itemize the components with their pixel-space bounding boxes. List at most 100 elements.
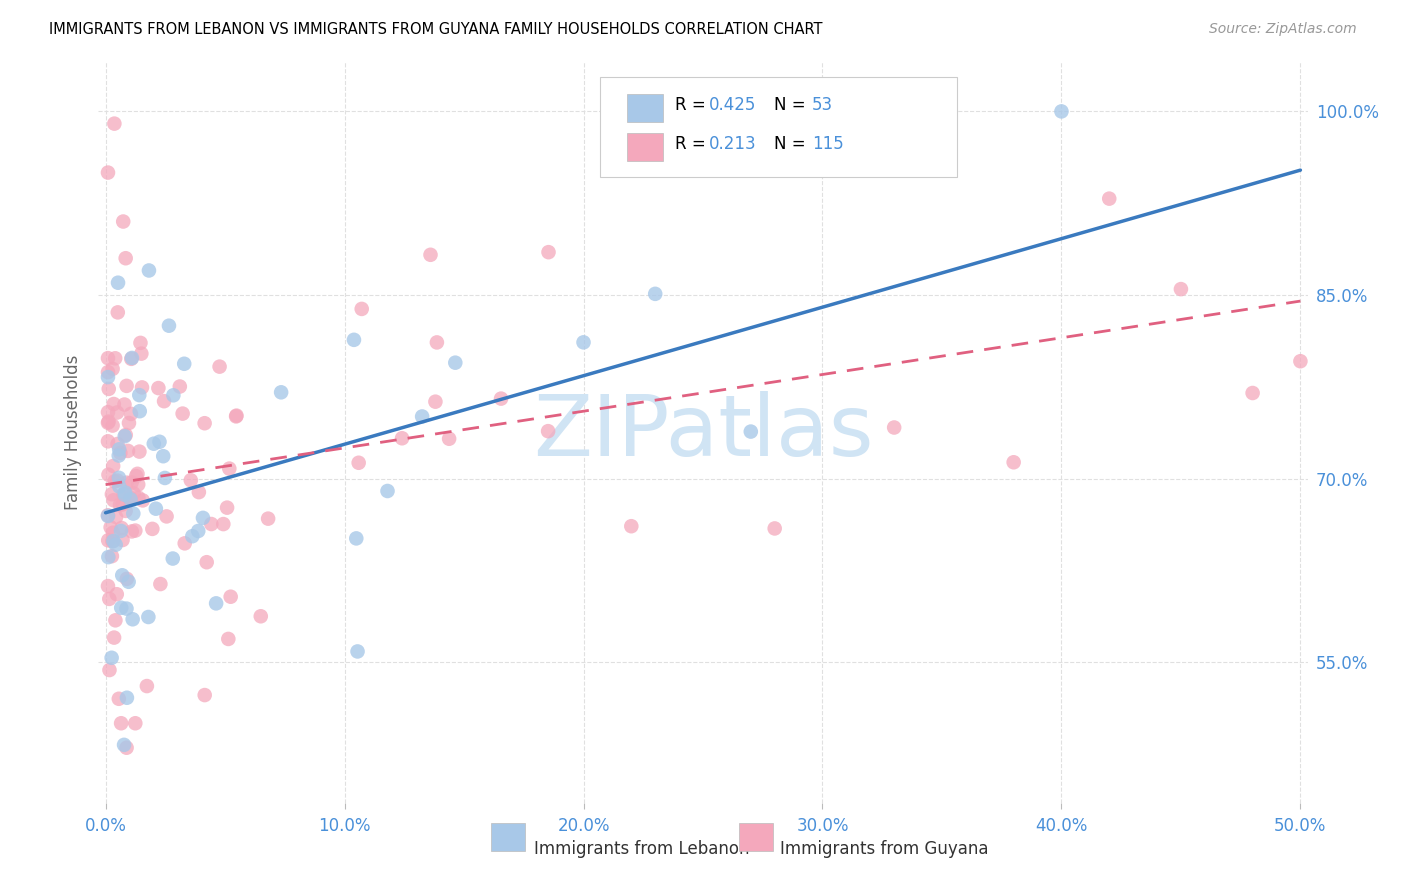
Point xyxy=(107,437,129,451)
Point xyxy=(98,591,121,606)
Point xyxy=(112,214,135,228)
Point xyxy=(120,351,142,366)
Point xyxy=(107,305,129,319)
Point xyxy=(97,550,120,565)
Point xyxy=(110,716,132,731)
Point xyxy=(114,398,136,412)
Text: IMMIGRANTS FROM LEBANON VS IMMIGRANTS FROM GUYANA FAMILY HOUSEHOLDS CORRELATION : IMMIGRANTS FROM LEBANON VS IMMIGRANTS FR… xyxy=(49,22,823,37)
Point xyxy=(1050,104,1073,119)
Point xyxy=(149,577,172,591)
Point xyxy=(110,521,132,535)
Point xyxy=(108,691,131,706)
Point xyxy=(173,357,195,371)
Point xyxy=(97,508,120,523)
Point xyxy=(194,688,217,702)
Point xyxy=(537,424,560,438)
Point xyxy=(117,444,139,458)
Point xyxy=(114,428,136,442)
Point xyxy=(114,504,136,518)
Point xyxy=(111,568,134,582)
Point xyxy=(128,444,150,458)
Point xyxy=(111,533,134,547)
Point xyxy=(141,522,163,536)
Point xyxy=(125,469,148,483)
Point xyxy=(101,418,124,433)
Point xyxy=(105,510,128,524)
Point xyxy=(129,335,152,350)
Point xyxy=(103,631,125,645)
Point xyxy=(346,644,368,658)
Point xyxy=(108,498,131,512)
Point xyxy=(97,467,120,482)
Point xyxy=(444,356,467,370)
Point xyxy=(127,467,149,481)
Point xyxy=(180,473,202,487)
Point xyxy=(97,365,120,379)
Point xyxy=(249,609,271,624)
Point xyxy=(343,333,366,347)
Point xyxy=(225,409,247,423)
Text: Immigrants from Guyana: Immigrants from Guyana xyxy=(780,840,988,858)
Point xyxy=(426,335,449,350)
Point xyxy=(108,479,131,493)
Point xyxy=(763,521,786,535)
Point xyxy=(111,497,134,511)
Point xyxy=(97,533,120,548)
Point xyxy=(138,263,160,277)
Point xyxy=(347,456,370,470)
Point xyxy=(97,415,120,429)
Point xyxy=(101,549,124,563)
Point xyxy=(100,650,122,665)
Point xyxy=(121,612,143,626)
Point xyxy=(101,525,124,540)
Point xyxy=(212,517,235,532)
Point xyxy=(104,351,127,366)
Point xyxy=(377,483,399,498)
Point xyxy=(121,475,143,490)
Point xyxy=(110,600,132,615)
Text: Immigrants from Lebanon: Immigrants from Lebanon xyxy=(534,840,749,858)
Point xyxy=(153,394,176,409)
Point xyxy=(148,381,170,395)
Point xyxy=(100,520,122,534)
Point xyxy=(124,524,146,538)
Point xyxy=(105,405,128,419)
Point xyxy=(194,416,217,430)
Point xyxy=(97,165,120,179)
Point xyxy=(162,388,184,402)
Y-axis label: Family Households: Family Households xyxy=(65,355,83,510)
Point xyxy=(218,461,240,475)
Point xyxy=(104,538,127,552)
Point xyxy=(101,362,124,376)
Point xyxy=(740,425,762,439)
Point xyxy=(162,551,184,566)
Point xyxy=(120,492,142,507)
Point xyxy=(883,420,905,434)
Text: R =: R = xyxy=(675,95,711,114)
Point xyxy=(620,519,643,533)
Point xyxy=(537,245,560,260)
Point xyxy=(103,397,125,411)
Point xyxy=(121,524,143,539)
Point xyxy=(122,486,145,500)
Point xyxy=(411,409,433,424)
Point xyxy=(128,404,150,418)
Point xyxy=(437,432,460,446)
Point xyxy=(97,382,120,396)
Point xyxy=(115,475,138,490)
Point xyxy=(101,534,124,549)
Point xyxy=(131,380,153,394)
Text: 115: 115 xyxy=(811,135,844,153)
Point xyxy=(350,301,373,316)
Point xyxy=(98,663,121,677)
Point xyxy=(344,532,367,546)
Point xyxy=(153,471,176,485)
Point xyxy=(187,485,209,500)
Text: 0.425: 0.425 xyxy=(709,95,756,114)
FancyBboxPatch shape xyxy=(492,822,526,851)
FancyBboxPatch shape xyxy=(627,94,664,121)
Point xyxy=(127,477,149,491)
Point xyxy=(103,533,125,548)
Point xyxy=(191,511,214,525)
Point xyxy=(97,416,120,430)
